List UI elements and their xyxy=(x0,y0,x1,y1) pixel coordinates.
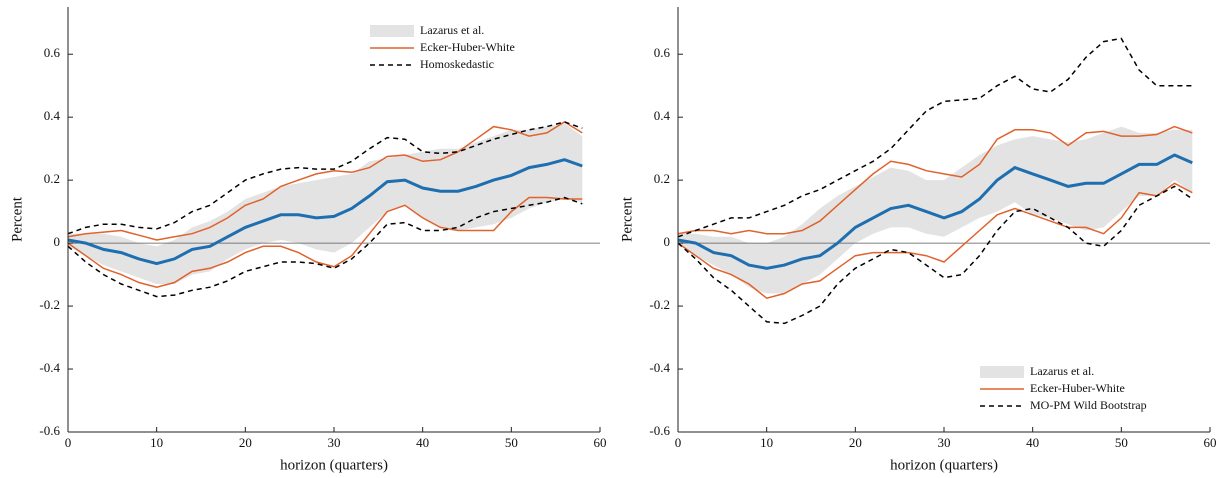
upper-line xyxy=(677,37,1193,238)
estimate-line xyxy=(677,153,1193,270)
x-tick-label: 50 xyxy=(505,435,518,450)
x-tick-label: 30 xyxy=(938,435,951,450)
upper-line xyxy=(67,121,583,235)
y-tick-label: -0.2 xyxy=(649,297,670,312)
lower-line xyxy=(677,185,1193,325)
band xyxy=(678,126,1193,294)
y-tick-label: -0.6 xyxy=(39,423,60,438)
x-tick-label: 40 xyxy=(1026,435,1039,450)
y-axis-label: Percent xyxy=(619,196,635,242)
y-axis-label: Percent xyxy=(9,196,25,242)
upper-line xyxy=(677,125,1193,235)
x-axis-label: horizon (quarters) xyxy=(890,457,998,473)
legend-label: Lazarus et al. xyxy=(420,23,484,37)
x-axis-label: horizon (quarters) xyxy=(280,457,388,473)
x-tick-label: 30 xyxy=(328,435,341,450)
legend-label: Ecker-Huber-White xyxy=(1030,381,1125,395)
x-tick-label: 0 xyxy=(675,435,682,450)
panel: -0.6 -0.4 -0.2 0 0.2 0.4 0.6 0 10 20 30 40 50 60 horiz… xyxy=(9,7,607,473)
y-tick-label: -0.6 xyxy=(649,423,670,438)
x-tick-label: 50 xyxy=(1115,435,1128,450)
y-tick-label: 0.6 xyxy=(654,45,671,60)
y-tick-label: 0.6 xyxy=(44,45,61,60)
legend-label: Homoskedastic xyxy=(420,57,494,71)
y-tick-label: 0.2 xyxy=(44,171,60,186)
x-tick-label: 40 xyxy=(416,435,429,450)
y-tick-label: 0.2 xyxy=(654,171,670,186)
y-tick-label: 0 xyxy=(664,234,671,249)
y-tick-label: 0.4 xyxy=(44,108,61,123)
x-tick-label: 10 xyxy=(150,435,163,450)
x-tick-label: 60 xyxy=(594,435,607,450)
x-tick-label: 0 xyxy=(65,435,72,450)
estimate-line xyxy=(67,158,583,266)
legend-label: Lazarus et al. xyxy=(1030,364,1094,378)
legend-swatch xyxy=(370,25,414,37)
x-tick-label: 20 xyxy=(239,435,252,450)
lower-line xyxy=(67,196,583,298)
y-tick-label: -0.4 xyxy=(39,360,60,375)
upper-line xyxy=(67,121,583,241)
y-tick-label: -0.2 xyxy=(39,297,60,312)
panel: -0.6 -0.4 -0.2 0 0.2 0.4 0.6 0 10 20 30 40 50 60 horiz… xyxy=(619,7,1217,473)
lower-line xyxy=(677,182,1193,300)
x-tick-label: 20 xyxy=(849,435,862,450)
x-tick-label: 10 xyxy=(760,435,773,450)
band xyxy=(68,123,583,284)
y-tick-label: 0 xyxy=(54,234,61,249)
legend-swatch xyxy=(980,366,1024,378)
y-tick-label: 0.4 xyxy=(654,108,671,123)
y-tick-label: -0.4 xyxy=(649,360,670,375)
x-tick-label: 60 xyxy=(1204,435,1217,450)
legend-label: Ecker-Huber-White xyxy=(420,40,515,54)
lower-line xyxy=(67,196,583,288)
legend-label: MO-PM Wild Bootstrap xyxy=(1030,398,1147,412)
